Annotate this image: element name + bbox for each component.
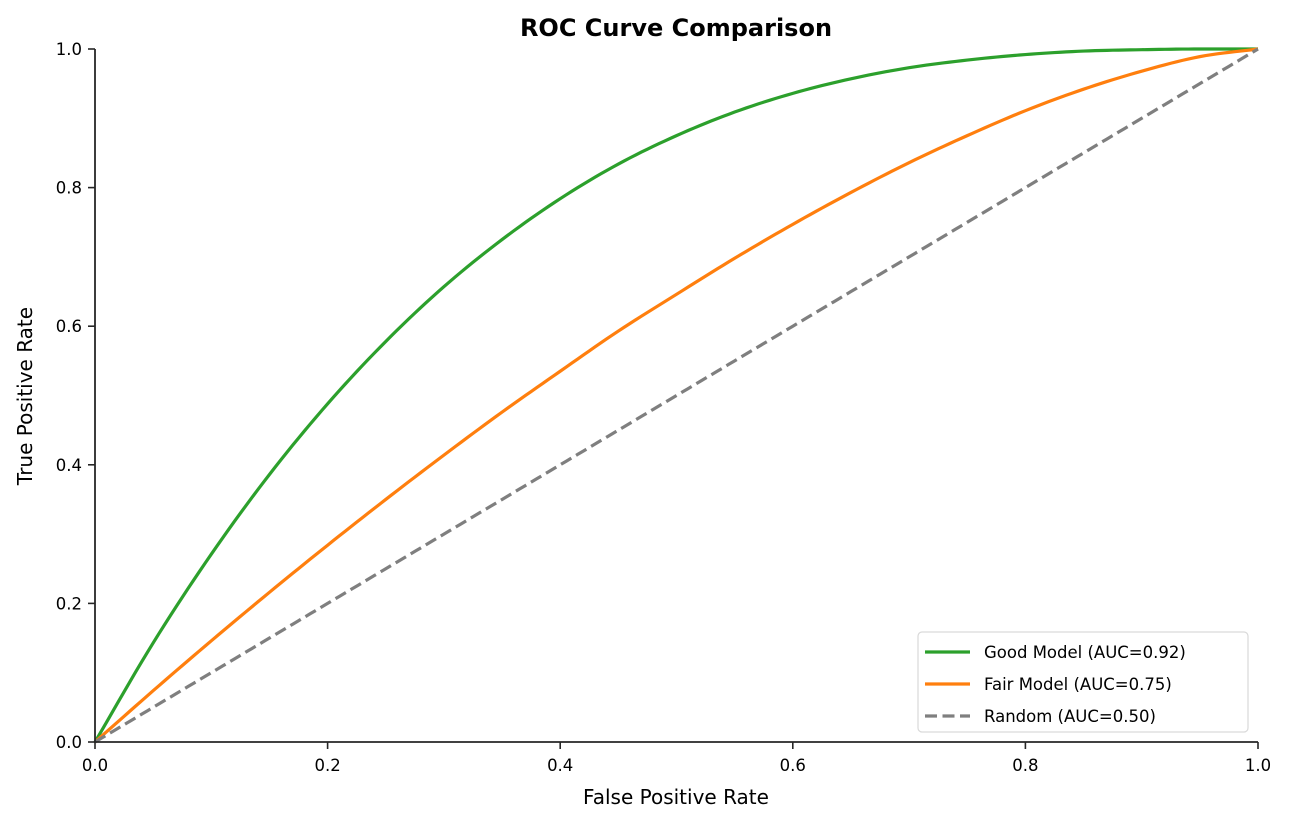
x-axis-label: False Positive Rate — [583, 785, 769, 809]
legend: Good Model (AUC=0.92) Fair Model (AUC=0.7… — [917, 631, 1249, 733]
x-tick-label: 0.6 — [780, 756, 806, 775]
y-tick-label: 0.2 — [56, 594, 82, 613]
legend-label: Random (AUC=0.50) — [984, 707, 1156, 726]
x-ticks: 0.0 0.2 0.4 0.6 0.8 1.0 — [82, 742, 1271, 775]
legend-frame — [917, 631, 1249, 733]
legend-label: Good Model (AUC=0.92) — [984, 643, 1186, 662]
x-tick-label: 0.0 — [82, 756, 108, 775]
x-tick-label: 0.4 — [547, 756, 573, 775]
x-tick-label: 1.0 — [1245, 756, 1271, 775]
x-tick-label: 0.8 — [1012, 756, 1038, 775]
series-line-good — [93, 47, 1258, 743]
y-tick-label: 1.0 — [56, 40, 82, 59]
legend-label: Fair Model (AUC=0.75) — [984, 675, 1172, 694]
y-ticks: 0.0 0.2 0.4 0.6 0.8 1.0 — [56, 40, 95, 752]
y-tick-label: 0.6 — [56, 317, 82, 336]
chart-title: ROC Curve Comparison — [520, 14, 832, 42]
y-tick-label: 0.8 — [56, 179, 82, 198]
y-tick-label: 0.4 — [56, 456, 82, 475]
y-axis-label: True Positive Rate — [13, 307, 37, 486]
series-layer — [93, 47, 1259, 744]
x-tick-label: 0.2 — [314, 756, 340, 775]
series-line-fair — [93, 47, 1259, 744]
series-line-random — [94, 47, 1259, 744]
y-tick-label: 0.0 — [56, 733, 82, 752]
axes-layer — [94, 49, 1258, 743]
